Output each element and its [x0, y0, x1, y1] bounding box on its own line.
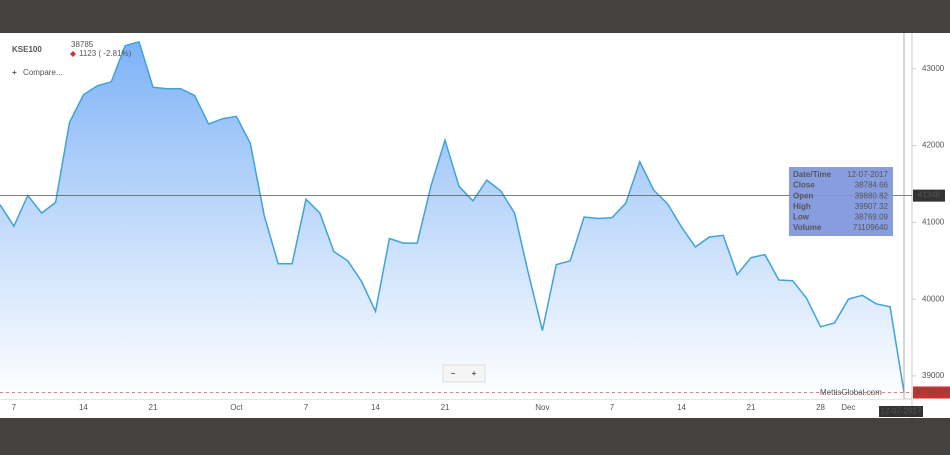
crosshair-value: 41348 — [918, 191, 941, 200]
tooltip-label: Close — [793, 181, 815, 190]
crosshair-tag — [913, 189, 945, 202]
compare-link[interactable]: Compare... — [23, 68, 63, 77]
x-tick-label: Oct — [230, 403, 243, 412]
area-fill — [0, 41, 904, 400]
x-tick-label: Nov — [535, 403, 549, 412]
x-tick-label: 28 — [816, 403, 825, 412]
tooltip-value: 38769.09 — [855, 213, 889, 222]
x-tick-label: 7 — [12, 403, 17, 412]
tooltip-value: 39907.32 — [855, 202, 889, 211]
zoom-in-button[interactable]: + — [472, 369, 477, 378]
x-tick-label: Dec — [841, 403, 855, 412]
watermark: MettisGlobal.com — [820, 388, 882, 397]
tooltip-value: 71109640 — [853, 223, 889, 232]
x-tick-label: 14 — [371, 403, 380, 412]
x-tick-label: 21 — [747, 403, 756, 412]
y-tick-label: 40000 — [922, 294, 945, 303]
tooltip-label: Date/Time — [793, 170, 832, 179]
x-tick-label: 14 — [79, 403, 88, 412]
last-price-tag — [913, 386, 950, 399]
x-tick-label: 21 — [149, 403, 158, 412]
date-tag — [879, 406, 923, 417]
bottom-bar — [0, 418, 950, 450]
tooltip-label: Volume — [793, 223, 822, 232]
price-line — [0, 40, 905, 393]
tooltip: Date/Time 12-07-2017 Close 38784.66 Open 3988… — [789, 167, 893, 236]
zoom-controls: − + — [442, 364, 486, 383]
top-bar — [0, 0, 950, 33]
zoom-box — [442, 364, 486, 383]
x-tick-label: 7 — [610, 403, 615, 412]
change: 1123 ( -2.81%) — [79, 49, 132, 58]
tooltip-label: Low — [793, 213, 810, 222]
x-tick-label: 14 — [677, 403, 686, 412]
y-tick-label: 43000 — [922, 64, 945, 73]
tooltip-box — [789, 167, 893, 236]
last-price: 38785 — [71, 40, 94, 49]
down-diamond — [70, 51, 76, 57]
y-tick-label: 39000 — [922, 371, 945, 380]
tooltip-label: High — [793, 202, 811, 211]
tooltip-value: 38784.66 — [855, 181, 889, 190]
zoom-out-button[interactable]: − — [451, 369, 456, 378]
tooltip-value: 12-07-2017 — [847, 170, 888, 179]
tooltip-label: Open — [793, 191, 814, 200]
last-price-value: 38784.66 — [914, 388, 948, 397]
x-tick-label: 21 — [441, 403, 450, 412]
y-tick-label: 41000 — [922, 217, 945, 226]
compare-plus: + — [12, 68, 17, 77]
chart-title: KSE100 — [12, 45, 42, 54]
tooltip-value: 39880.82 — [855, 191, 889, 200]
y-tick-label: 42000 — [922, 141, 945, 150]
date-tag-label: 12-07-2017 — [881, 407, 922, 416]
x-tick-label: 7 — [304, 403, 309, 412]
